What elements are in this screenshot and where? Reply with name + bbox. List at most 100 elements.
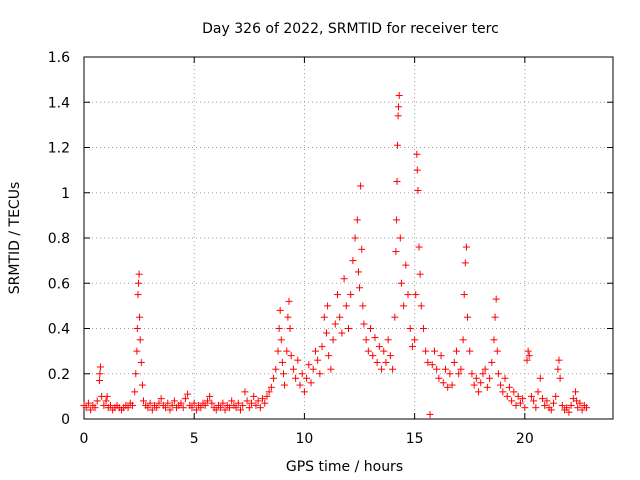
data-point — [525, 352, 533, 360]
data-point — [298, 370, 306, 378]
data-point — [309, 365, 317, 373]
data-point — [416, 270, 424, 278]
data-point — [138, 381, 146, 389]
data-point — [225, 404, 233, 412]
data-point — [490, 336, 498, 344]
x-tick-label: 5 — [190, 431, 199, 447]
data-point — [519, 395, 527, 403]
data-point — [84, 399, 92, 407]
data-point — [327, 365, 335, 373]
data-point — [329, 336, 337, 344]
data-point — [228, 397, 236, 405]
data-point — [472, 374, 480, 382]
data-point — [197, 404, 205, 412]
data-point — [468, 370, 476, 378]
data-point — [395, 103, 403, 111]
data-point — [430, 347, 438, 355]
data-point — [576, 399, 584, 407]
data-point — [459, 336, 467, 344]
data-point — [203, 397, 211, 405]
data-point — [466, 347, 474, 355]
data-point — [353, 216, 361, 224]
y-tick-label: 0.8 — [48, 231, 70, 247]
data-point — [375, 343, 383, 351]
data-point — [481, 365, 489, 373]
data-point — [523, 356, 531, 364]
data-point — [318, 343, 326, 351]
data-point — [360, 320, 368, 328]
data-point — [136, 336, 144, 344]
data-point — [578, 406, 586, 414]
data-point — [164, 399, 172, 407]
data-point — [392, 248, 400, 256]
y-tick-label: 0 — [61, 412, 70, 428]
data-point — [276, 306, 284, 314]
x-tick-label: 20 — [516, 431, 534, 447]
data-point — [250, 392, 258, 400]
data-point — [221, 406, 229, 414]
data-point — [133, 347, 141, 355]
data-point — [534, 388, 542, 396]
data-point — [359, 302, 367, 310]
data-point — [93, 397, 101, 405]
data-point — [541, 401, 549, 409]
data-point — [300, 388, 308, 396]
data-point — [254, 397, 262, 405]
data-point — [510, 388, 518, 396]
x-axis-label: GPS time / hours — [286, 459, 403, 475]
data-point — [307, 379, 315, 387]
data-point — [274, 347, 282, 355]
data-point — [433, 365, 441, 373]
data-point — [146, 399, 154, 407]
data-point — [103, 392, 111, 400]
y-tick-label: 1.6 — [48, 50, 70, 66]
data-point — [345, 325, 352, 332]
data-point — [177, 399, 185, 407]
data-point — [574, 404, 582, 412]
data-point — [277, 336, 285, 344]
data-point — [492, 295, 500, 303]
data-point — [491, 313, 499, 321]
data-point — [373, 358, 381, 366]
data-point — [289, 365, 297, 373]
data-point — [132, 370, 140, 378]
data-point — [547, 406, 555, 414]
data-point — [140, 397, 148, 405]
y-axis-label: SRMTID / TECUs — [7, 182, 23, 295]
data-point — [190, 399, 198, 407]
data-point — [395, 91, 403, 99]
data-point — [236, 406, 244, 414]
data-point — [148, 406, 156, 414]
data-point — [414, 186, 422, 194]
data-point — [192, 406, 200, 414]
data-point — [549, 399, 557, 407]
data-point — [450, 358, 458, 366]
data-point — [424, 358, 432, 366]
data-point — [243, 397, 251, 405]
data-point — [278, 358, 286, 366]
data-point — [367, 325, 375, 332]
data-point — [284, 313, 292, 321]
data-point — [536, 374, 544, 382]
data-point — [412, 291, 420, 299]
x-tick-label: 0 — [80, 431, 89, 447]
data-point — [265, 388, 273, 396]
data-point — [91, 404, 99, 412]
data-point — [261, 399, 269, 407]
data-point — [144, 404, 152, 412]
data-point — [516, 399, 524, 407]
data-point — [354, 268, 362, 276]
data-point — [486, 374, 494, 382]
data-point — [340, 275, 348, 283]
data-point — [96, 370, 104, 378]
data-point — [157, 395, 165, 403]
data-point — [413, 166, 421, 174]
data-point — [184, 390, 192, 398]
data-point — [419, 325, 427, 332]
data-point — [415, 243, 423, 251]
data-point — [404, 291, 412, 299]
data-point — [477, 379, 485, 387]
x-tick-label: 15 — [406, 431, 424, 447]
data-point — [320, 313, 328, 321]
